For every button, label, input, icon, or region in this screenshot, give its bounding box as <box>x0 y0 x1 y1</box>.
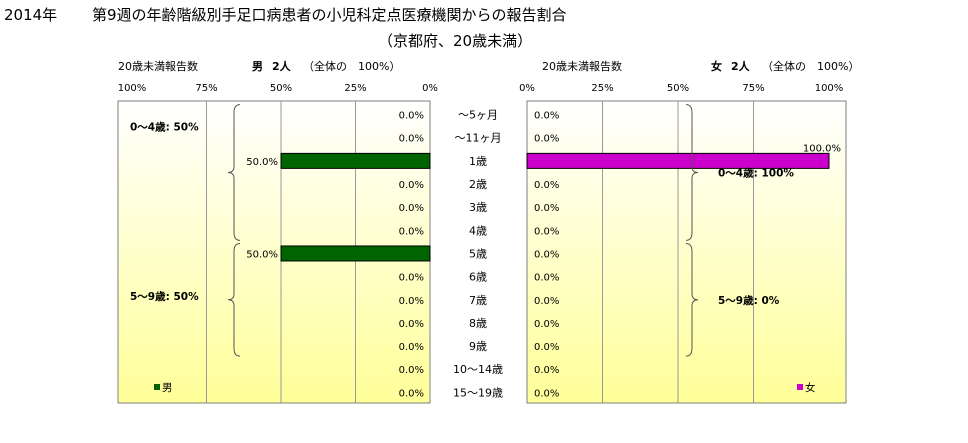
female-value-label: 0.0% <box>534 388 559 399</box>
male-header-note: （全体の 100%） <box>303 59 400 73</box>
category-label: 5歳 <box>469 247 487 260</box>
female-legend-label: 女 <box>805 381 816 394</box>
female-value-label: 0.0% <box>534 134 559 145</box>
female-tick-label: 0% <box>519 83 535 94</box>
male-value-label: 0.0% <box>399 226 424 237</box>
category-label: 6歳 <box>469 271 487 284</box>
male-bar <box>280 152 431 169</box>
female-header-count: 2人 <box>731 59 751 73</box>
female-value-label: 0.0% <box>534 249 559 260</box>
male-value-label: 0.0% <box>399 273 424 284</box>
male-legend-label: 男 <box>162 382 173 394</box>
male-header-sex: 男 <box>252 60 263 73</box>
male-group-bracket <box>227 104 241 241</box>
female-value-label: 0.0% <box>534 111 559 122</box>
category-label: ～11ヶ月 <box>455 132 502 145</box>
male-value-label: 0.0% <box>399 388 424 399</box>
female-value-label: 0.0% <box>534 203 559 214</box>
male-group-bracket <box>227 242 241 357</box>
female-tick-label: 100% <box>815 83 844 94</box>
male-bar <box>280 245 431 262</box>
male-value-label: 0.0% <box>399 134 424 145</box>
female-value-label: 0.0% <box>534 296 559 307</box>
female-value-label: 0.0% <box>534 273 559 284</box>
female-value-label: 0.0% <box>534 319 559 330</box>
category-label: 4歳 <box>469 224 487 237</box>
female-header-sex: 女 <box>711 59 722 73</box>
male-axis-caption: 20歳未満報告数 <box>118 60 198 73</box>
female-value-label: 100.0% <box>803 143 841 154</box>
male-tick-label: 25% <box>344 83 366 94</box>
category-label: 10～14歳 <box>453 363 503 376</box>
chart-year: 2014年 <box>4 6 57 24</box>
female-tick-label: 50% <box>667 83 689 94</box>
category-label: 1歳 <box>469 155 487 168</box>
male-tick-label: 0% <box>422 83 438 94</box>
male-tick-label: 100% <box>118 83 147 94</box>
male-value-label: 0.0% <box>399 111 424 122</box>
chart-subtitle: （京都府、20歳未満） <box>378 32 532 50</box>
male-tick-label: 75% <box>195 83 217 94</box>
female-plot-panel <box>526 100 847 404</box>
male-group-label: 5～9歳: 50% <box>130 290 199 303</box>
female-value-label: 0.0% <box>534 180 559 191</box>
male-value-label: 50.0% <box>246 249 278 260</box>
female-value-label: 0.0% <box>534 342 559 353</box>
male-value-label: 0.0% <box>399 180 424 191</box>
male-value-label: 0.0% <box>399 365 424 376</box>
female-group-label: 0～4歳: 100% <box>718 166 794 179</box>
male-value-label: 0.0% <box>399 203 424 214</box>
category-label: ～5ヶ月 <box>458 109 498 122</box>
category-label: 15～19歳 <box>453 386 503 399</box>
male-value-label: 50.0% <box>246 157 278 168</box>
male-group-label: 0～4歳: 50% <box>130 120 199 133</box>
category-label: 3歳 <box>469 201 487 214</box>
male-value-label: 0.0% <box>399 342 424 353</box>
male-value-label: 0.0% <box>399 319 424 330</box>
female-group-bracket <box>685 104 699 241</box>
female-bar <box>526 152 830 169</box>
female-header-note: （全体の 100%） <box>762 59 859 73</box>
male-value-label: 0.0% <box>399 296 424 307</box>
category-label: 9歳 <box>469 340 487 353</box>
chart-title: 第9週の年齢階級別手足口病患者の小児科定点医療機関からの報告割合 <box>92 6 567 24</box>
female-legend-swatch <box>797 384 803 390</box>
male-header-count: 2人 <box>272 59 292 73</box>
female-group-bracket <box>685 242 699 357</box>
female-axis-caption: 20歳未満報告数 <box>542 60 622 73</box>
female-group-label: 5～9歳: 0% <box>718 294 780 307</box>
male-tick-label: 50% <box>270 83 292 94</box>
female-tick-label: 75% <box>742 83 764 94</box>
category-label: 7歳 <box>469 294 487 307</box>
category-label: 8歳 <box>469 317 487 330</box>
male-legend-swatch <box>154 384 160 390</box>
female-tick-label: 25% <box>591 83 613 94</box>
category-label: 2歳 <box>469 178 487 191</box>
female-value-label: 0.0% <box>534 226 559 237</box>
female-value-label: 0.0% <box>534 365 559 376</box>
